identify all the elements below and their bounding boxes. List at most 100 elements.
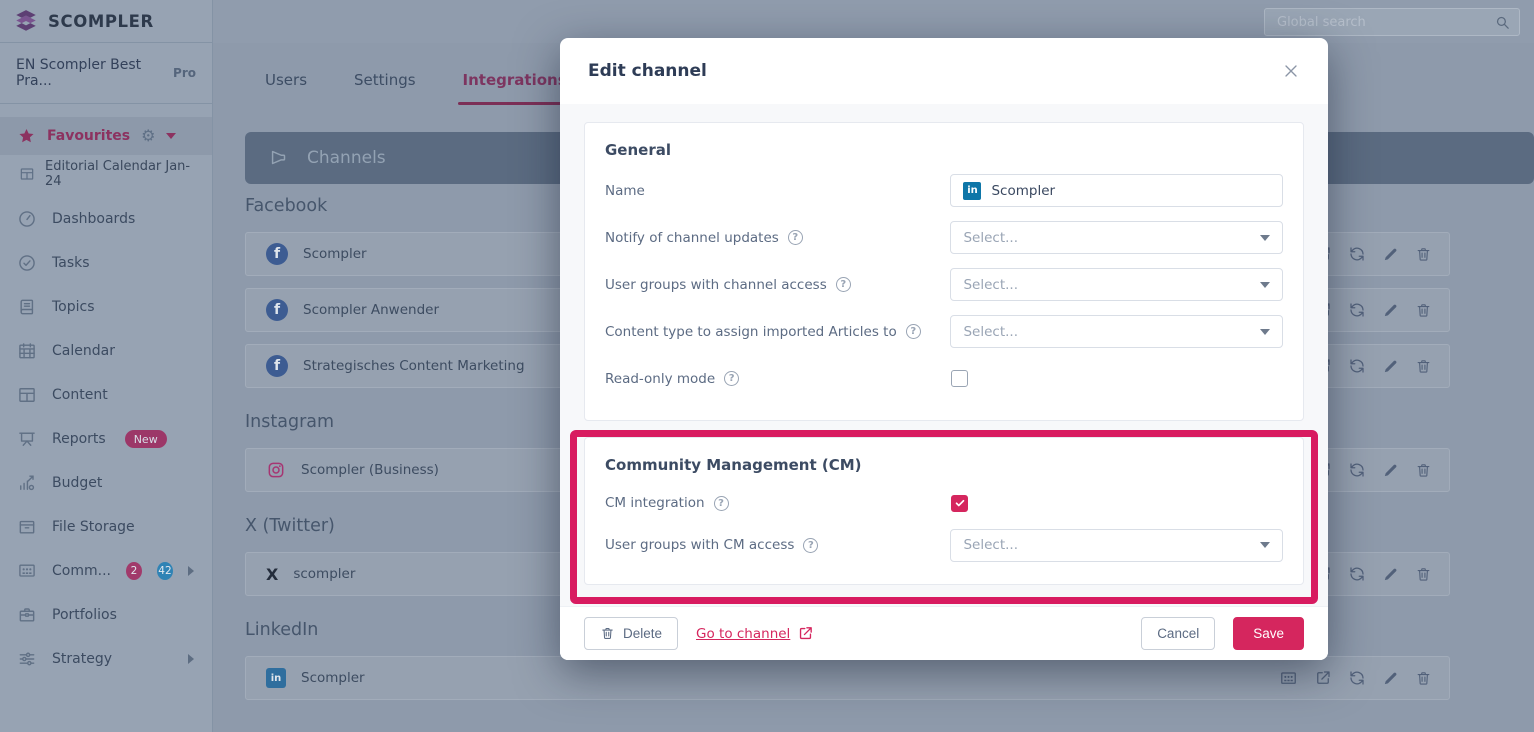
sidebar-item-file-storage[interactable]: File Storage <box>0 505 212 549</box>
sidebar-item-content[interactable]: Content <box>0 373 212 417</box>
edit-icon[interactable] <box>1382 670 1399 687</box>
sidebar-item-favourites[interactable]: Favourites ⚙ <box>0 117 212 155</box>
sidebar-item-dashboards[interactable]: Dashboards <box>0 197 212 241</box>
sidebar-item-reports[interactable]: Reports New <box>0 417 212 461</box>
sidebar-item-strategy[interactable]: Strategy <box>0 637 212 681</box>
chevron-down-icon[interactable] <box>166 133 177 139</box>
edit-icon[interactable] <box>1382 358 1399 375</box>
sidebar-item-label: Reports <box>52 431 106 447</box>
cm-integration-checkbox[interactable] <box>951 494 968 512</box>
field-label: User groups with CM access <box>605 537 795 553</box>
gear-icon[interactable]: ⚙ <box>141 126 156 145</box>
community-icon <box>17 561 37 581</box>
chevron-right-icon[interactable] <box>188 654 194 664</box>
refresh-icon[interactable] <box>1348 565 1366 583</box>
workspace-name: EN Scompler Best Pra... <box>16 57 142 89</box>
cancel-button[interactable]: Cancel <box>1141 617 1216 650</box>
search-input[interactable] <box>1275 13 1494 31</box>
workspace-switcher[interactable]: EN Scompler Best Pra... Pro <box>0 43 212 104</box>
sidebar-nav: Dashboards Tasks Topics Calendar Content… <box>0 197 212 681</box>
sidebar-item-calendar[interactable]: Calendar <box>0 329 212 373</box>
help-icon[interactable]: ? <box>724 371 740 386</box>
read-only-checkbox[interactable] <box>951 370 968 387</box>
sidebar-item-label: Favourites <box>47 128 131 144</box>
delete-icon[interactable] <box>1415 358 1432 375</box>
input-value: Scompler <box>991 182 1056 199</box>
user-groups-select[interactable]: Select... <box>950 268 1283 301</box>
open-external-icon[interactable] <box>1314 669 1332 687</box>
cm-highlight-box: Community Management (CM) CM integration… <box>570 430 1318 604</box>
close-icon[interactable] <box>1281 61 1301 81</box>
sidebar-item-topics[interactable]: Topics <box>0 285 212 329</box>
select-placeholder: Select... <box>963 276 1018 293</box>
delete-icon[interactable] <box>1415 566 1432 583</box>
sidebar-item-community[interactable]: Comm... 2 42 <box>0 549 212 593</box>
notify-select[interactable]: Select... <box>950 221 1283 254</box>
tab-settings[interactable]: Settings <box>354 71 416 89</box>
table-icon <box>17 385 37 405</box>
chevron-down-icon <box>1260 328 1270 335</box>
sidebar-item-budget[interactable]: Budget <box>0 461 212 505</box>
global-search[interactable] <box>1264 8 1520 36</box>
budget-chart-icon <box>17 473 37 493</box>
edit-icon[interactable] <box>1382 302 1399 319</box>
group-heading: LinkedIn <box>245 620 319 640</box>
sidebar-item-label: Tasks <box>52 255 90 271</box>
channel-name: Scompler Anwender <box>303 302 439 318</box>
edit-channel-modal: Edit channel General Name in Scompler No… <box>560 38 1328 660</box>
field-user-groups: User groups with channel access? Select.… <box>605 261 1283 308</box>
edit-icon[interactable] <box>1382 566 1399 583</box>
field-label: Read-only mode <box>605 370 716 387</box>
help-icon[interactable]: ? <box>803 537 819 553</box>
tab-users[interactable]: Users <box>265 71 308 89</box>
briefcase-icon <box>17 605 37 625</box>
channel-name: Strategisches Content Marketing <box>303 358 525 374</box>
refresh-icon[interactable] <box>1348 669 1366 687</box>
delete-button[interactable]: Delete <box>584 617 679 650</box>
delete-icon[interactable] <box>1415 462 1432 479</box>
help-icon[interactable]: ? <box>905 324 921 339</box>
help-icon[interactable]: ? <box>787 230 803 245</box>
help-icon[interactable]: ? <box>713 495 729 511</box>
channel-name: Scompler (Business) <box>301 462 439 478</box>
sidebar-item-tasks[interactable]: Tasks <box>0 241 212 285</box>
delete-icon[interactable] <box>1415 302 1432 319</box>
channel-row[interactable]: in Scompler <box>245 656 1450 700</box>
refresh-icon[interactable] <box>1348 461 1366 479</box>
delete-icon[interactable] <box>1415 670 1432 687</box>
save-button[interactable]: Save <box>1233 617 1304 650</box>
megaphone-icon <box>268 147 290 169</box>
channel-group-linkedin: LinkedIn in Scompler <box>245 620 1450 700</box>
edit-icon[interactable] <box>1382 462 1399 479</box>
edit-icon[interactable] <box>1382 246 1399 263</box>
chevron-right-icon[interactable] <box>188 566 194 576</box>
community-icon[interactable] <box>1279 669 1298 688</box>
delete-icon[interactable] <box>1415 246 1432 263</box>
go-to-channel-link[interactable]: Go to channel <box>696 625 814 642</box>
help-icon[interactable]: ? <box>835 277 851 292</box>
sidebar-item-label: Portfolios <box>52 607 117 623</box>
refresh-icon[interactable] <box>1348 301 1366 319</box>
content-type-select[interactable]: Select... <box>950 315 1283 348</box>
chevron-down-icon <box>1260 542 1270 548</box>
sidebar-item-label: Content <box>52 387 108 403</box>
cm-user-groups-select[interactable]: Select... <box>950 528 1283 562</box>
count-badge: 42 <box>156 562 173 580</box>
app-logo[interactable]: SCOMPLER <box>0 0 212 43</box>
field-label: Content type to assign imported Articles… <box>605 323 897 340</box>
field-read-only: Read-only mode? <box>605 355 1283 402</box>
search-icon[interactable] <box>1494 14 1511 31</box>
sidebar-item-editorial-calendar[interactable]: Editorial Calendar Jan-24 <box>0 155 212 192</box>
refresh-icon[interactable] <box>1348 357 1366 375</box>
refresh-icon[interactable] <box>1348 245 1366 263</box>
field-label: Name <box>605 182 645 199</box>
table-icon <box>19 166 35 182</box>
field-content-type: Content type to assign imported Articles… <box>605 308 1283 355</box>
check-circle-icon <box>17 253 37 273</box>
channel-name-input[interactable]: in Scompler <box>950 174 1283 207</box>
chevron-down-icon <box>1260 234 1270 241</box>
sidebar-item-label: File Storage <box>52 519 135 535</box>
tab-integrations[interactable]: Integrations <box>457 55 572 105</box>
sidebar-item-portfolios[interactable]: Portfolios <box>0 593 212 637</box>
field-label: Notify of channel updates <box>605 229 779 246</box>
